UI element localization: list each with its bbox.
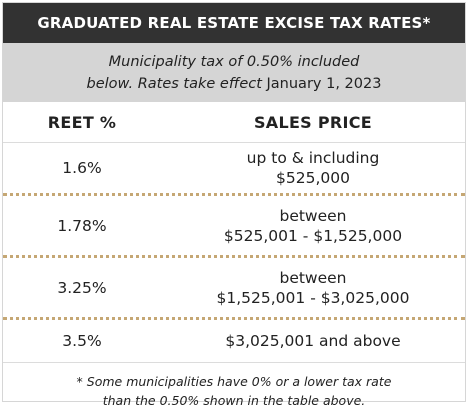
price-line-2: $525,001 - $1,525,000 [223, 226, 403, 245]
price-line-1: between [279, 206, 347, 225]
tax-rates-card: GRADUATED REAL ESTATE EXCISE TAX RATES* … [2, 2, 466, 408]
header-sales-price: SALES PRICE [253, 112, 373, 132]
price-line-2: $525,000 [276, 169, 350, 187]
price-line-1: up to & including [246, 149, 380, 167]
effective-date: January 1, 2023 [266, 75, 382, 92]
table-row: 3.5% $3,025,001 and above [3, 320, 465, 363]
table-title: GRADUATED REAL ESTATE EXCISE TAX RATES* [3, 3, 465, 43]
price-line-2: $1,525,001 - $3,025,000 [216, 288, 410, 307]
rate-cell: 1.78% [57, 216, 107, 235]
table-row: 3.25% between $1,525,001 - $3,025,000 [3, 258, 465, 320]
price-line-1: $3,025,001 and above [225, 332, 401, 350]
header-reet: REET % [47, 112, 117, 132]
table-row: 1.78% between $525,001 - $1,525,000 [3, 196, 465, 258]
subtitle-line-1: Municipality tax of 0.50% included [108, 53, 360, 70]
subtitle: Municipality tax of 0.50% included below… [3, 43, 465, 102]
footnote-line-2: than the 0.50% shown in the table above. [102, 392, 366, 408]
table-row: 1.6% up to & including $525,000 [3, 143, 465, 196]
price-cell: between $525,001 - $1,525,000 [161, 206, 465, 246]
subtitle-line-2: below. Rates take effect January 1, 2023 [87, 73, 382, 95]
rate-cell: 1.6% [62, 159, 102, 177]
rate-cell: 3.25% [57, 278, 107, 297]
rate-cell: 3.5% [62, 332, 102, 350]
footnote-line-1: * Some municipalities have 0% or a lower… [76, 373, 392, 389]
price-cell: up to & including $525,000 [161, 148, 465, 188]
price-cell: $3,025,001 and above [161, 331, 465, 351]
table-header-row: REET % SALES PRICE [3, 102, 465, 143]
price-cell: between $1,525,001 - $3,025,000 [161, 268, 465, 308]
subtitle-line-2-prefix: below. Rates take effect [86, 75, 262, 92]
footnote: * Some municipalities have 0% or a lower… [3, 363, 465, 418]
price-line-1: between [279, 268, 347, 287]
